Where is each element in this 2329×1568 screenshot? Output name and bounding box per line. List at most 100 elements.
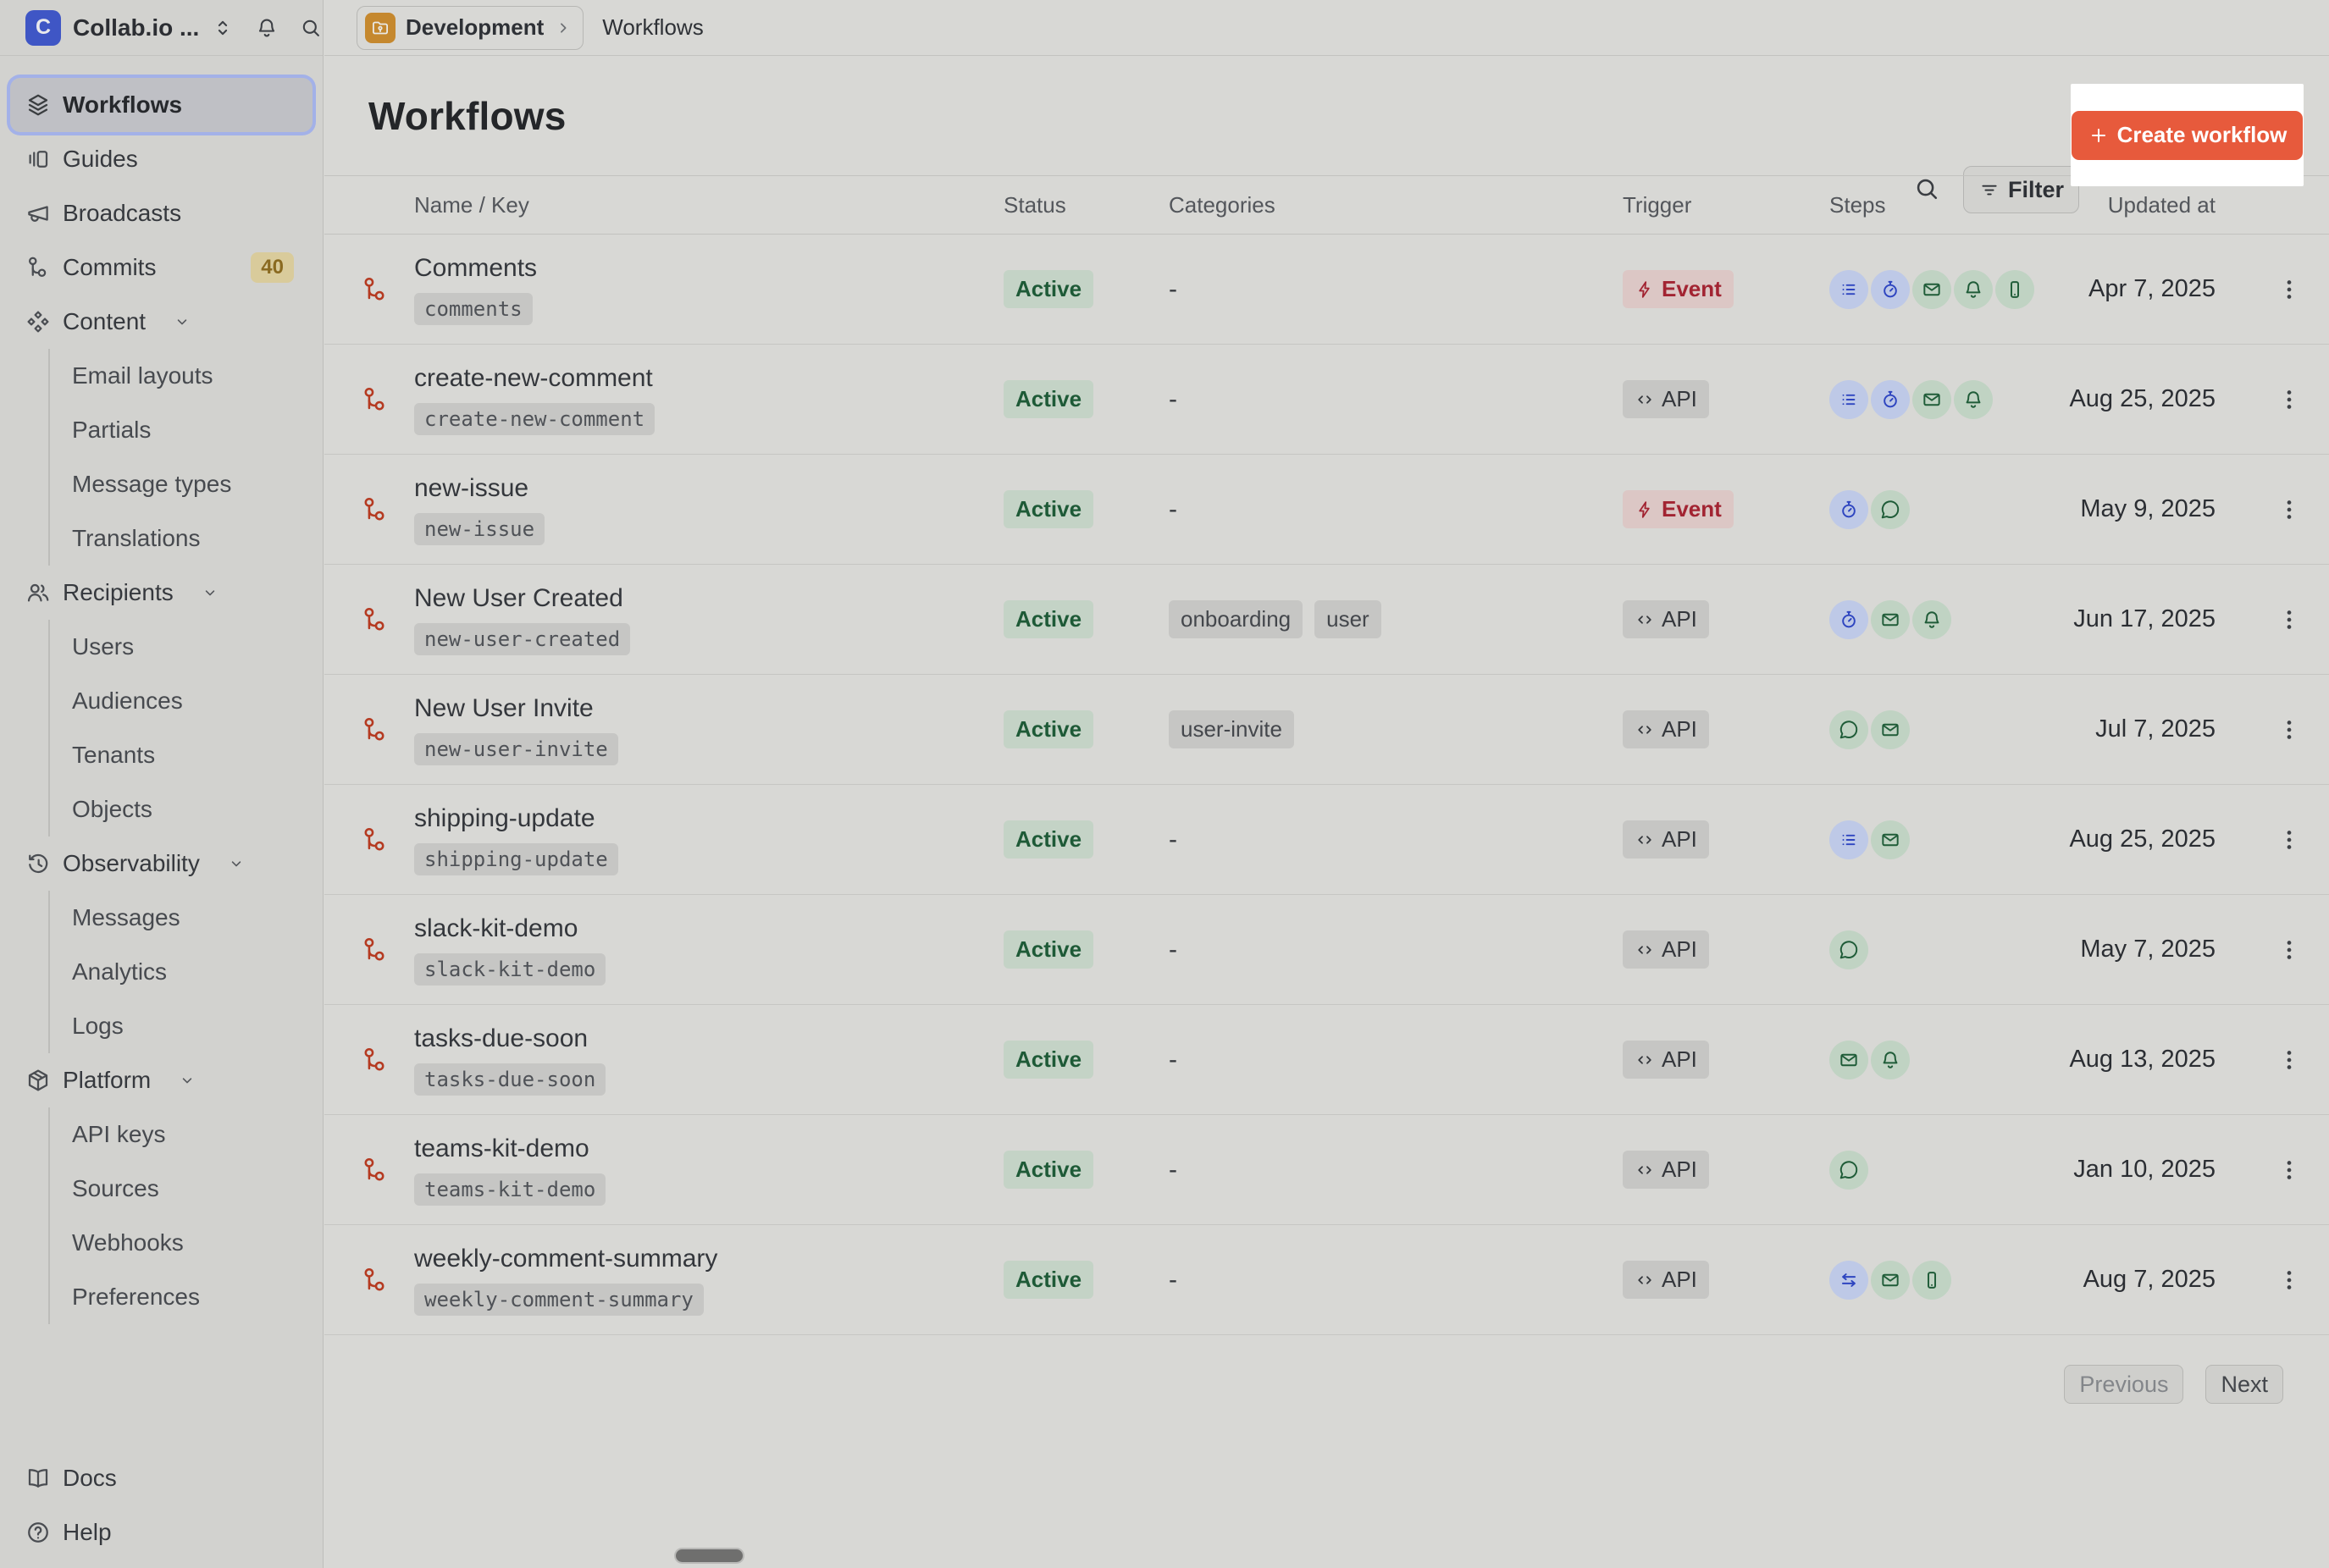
batch-icon [1842, 834, 1856, 845]
categories-empty: - [1169, 935, 1177, 963]
updated-at: Aug 25, 2025 [2069, 385, 2216, 412]
chevron-down-icon[interactable] [178, 1071, 196, 1090]
workflow-row-comments[interactable]: Comments comments Active - Event Apr 7, 2025 [324, 235, 2329, 345]
steps-cell [1829, 489, 2050, 529]
sidebar-subitem-webhooks[interactable]: Webhooks [72, 1229, 184, 1256]
phone-icon [1928, 1271, 1936, 1289]
row-actions-button[interactable] [2276, 1047, 2302, 1073]
workflow-row-shipping-update[interactable]: shipping-update shipping-update Active - API… [324, 785, 2329, 895]
workflow-row-slack-kit-demo[interactable]: slack-kit-demo slack-kit-demo Active - API Ma… [324, 895, 2329, 1005]
row-actions-button[interactable] [2276, 937, 2302, 963]
sidebar-item-label: Broadcasts [63, 200, 182, 226]
sidebar-item-docs[interactable]: Docs [10, 1451, 313, 1505]
code-icon [1638, 725, 1651, 734]
workflow-key: slack-kit-demo [414, 952, 606, 986]
step-batch-chip [1829, 269, 1868, 309]
previous-button[interactable]: Previous [2064, 1365, 2184, 1404]
filter-button[interactable]: Filter [1962, 166, 2079, 213]
sidebar-item-label: Commits [63, 254, 157, 280]
row-actions-button[interactable] [2276, 1157, 2302, 1183]
header-actions: Filter [1912, 166, 2079, 213]
updated-at: Aug 7, 2025 [2083, 1266, 2216, 1293]
chevron-down-icon[interactable] [227, 854, 246, 873]
row-actions-button[interactable] [2276, 497, 2302, 522]
row-actions-button[interactable] [2276, 717, 2302, 743]
row-actions-button[interactable] [2276, 277, 2302, 302]
sidebar-item-platform[interactable]: Platform [10, 1053, 313, 1107]
sidebar-subitem-sources[interactable]: Sources [72, 1175, 159, 1201]
history-icon [25, 851, 51, 876]
sidebar-subitem-api-keys[interactable]: API keys [72, 1121, 166, 1147]
sidebar-item-content[interactable]: Content [10, 295, 313, 349]
code-icon [1638, 1275, 1651, 1284]
create-workflow-button[interactable]: Create workflow [2071, 110, 2304, 160]
workflow-row-teams-kit-demo[interactable]: teams-kit-demo teams-kit-demo Active - API Ja… [324, 1115, 2329, 1225]
bell-icon [259, 19, 275, 36]
sidebar-subitem-analytics[interactable]: Analytics [72, 958, 168, 985]
status-badge: Active [1004, 490, 1094, 528]
sidebar-item-recipients[interactable]: Recipients [10, 566, 313, 620]
workflow-key: weekly-comment-summary [414, 1283, 704, 1316]
sidebar-subitem-email-layouts[interactable]: Email layouts [72, 362, 213, 389]
sidebar-subitem-logs[interactable]: Logs [72, 1013, 124, 1039]
sidebar-subgroup-content: Email layouts Partials Message types Transl… [48, 349, 313, 566]
workflow-row-weekly-comment-summary[interactable]: weekly-comment-summary weekly-comment-sum… [324, 1225, 2329, 1335]
delay-icon [1884, 280, 1897, 297]
table-search-button[interactable] [1912, 174, 1941, 206]
create-workflow-spotlight: Create workflow [2071, 84, 2304, 186]
workflow-row-new-user-invite[interactable]: New User Invite new-user-invite Active user… [324, 675, 2329, 785]
horizontal-scrollbar-thumb[interactable] [676, 1549, 743, 1562]
workflow-row-create-new-comment[interactable]: create-new-comment create-new-comment Acti… [324, 345, 2329, 455]
sidebar-item-workflows[interactable]: Workflows [10, 78, 313, 132]
chevrons-up-down-icon[interactable] [211, 16, 235, 40]
workflow-row-new-user-created[interactable]: New User Created new-user-created Active on… [324, 565, 2329, 675]
step-phone-chip [1995, 269, 2034, 309]
notifications-bell-icon[interactable] [255, 16, 279, 40]
workflow-row-new-issue[interactable]: new-issue new-issue Active - Event May 9, 202… [324, 455, 2329, 565]
sidebar-item-guides[interactable]: Guides [10, 132, 313, 186]
book-icon [25, 1466, 51, 1491]
sidebar-item-observability[interactable]: Observability [10, 836, 313, 891]
workflow-name: create-new-comment [414, 363, 653, 392]
categories-empty: - [1169, 1265, 1177, 1294]
categories-empty: - [1169, 274, 1177, 303]
steps-cell [1829, 1150, 2050, 1190]
sidebar-search-icon[interactable] [299, 16, 323, 40]
chevron-down-icon[interactable] [173, 312, 191, 331]
sidebar-item-help[interactable]: Help [10, 1505, 313, 1560]
workflow-glyph [361, 605, 414, 634]
sidebar-subitem-tenants[interactable]: Tenants [72, 742, 156, 768]
sidebar-subitem-messages[interactable]: Messages [72, 904, 180, 930]
bell-icon [1883, 1051, 1898, 1068]
kebab-icon [2287, 500, 2292, 519]
sidebar-subitem-partials[interactable]: Partials [72, 417, 152, 443]
sidebar-subitem-translations[interactable]: Translations [72, 525, 201, 551]
steps-cell [1829, 269, 2050, 309]
next-button[interactable]: Next [2205, 1365, 2283, 1404]
row-actions-button[interactable] [2276, 607, 2302, 632]
sidebar-subitem-message-types[interactable]: Message types [72, 471, 232, 497]
row-actions-button[interactable] [2276, 1267, 2302, 1293]
categories-cell: onboarding user [1169, 600, 1623, 638]
sidebar-subgroup-observability: Messages Analytics Logs [48, 891, 313, 1053]
sidebar-subitem-users[interactable]: Users [72, 633, 135, 660]
row-actions-button[interactable] [2276, 827, 2302, 853]
categories-cell: - [1169, 1046, 1623, 1074]
sidebar-subitem-preferences[interactable]: Preferences [72, 1284, 200, 1310]
workflow-row-tasks-due-soon[interactable]: tasks-due-soon tasks-due-soon Active - API Au… [324, 1005, 2329, 1115]
sidebar-subitem-objects[interactable]: Objects [72, 796, 152, 822]
sidebar-item-broadcasts[interactable]: Broadcasts [10, 186, 313, 240]
chevron-down-icon [205, 590, 214, 596]
environment-switcher[interactable]: Development [357, 5, 584, 50]
row-actions-button[interactable] [2276, 387, 2302, 412]
steps-cell [1829, 1260, 2050, 1300]
megaphone-icon [28, 206, 48, 222]
chevron-down-icon[interactable] [201, 583, 219, 602]
filter-icon [1982, 185, 1997, 196]
workflow-key: teams-kit-demo [414, 1173, 606, 1206]
email-icon [1882, 613, 1899, 626]
categories-empty: - [1169, 494, 1177, 523]
sidebar-subitem-audiences[interactable]: Audiences [72, 687, 183, 714]
sidebar-item-commits[interactable]: Commits 40 [10, 240, 313, 295]
search-icon [303, 19, 320, 36]
